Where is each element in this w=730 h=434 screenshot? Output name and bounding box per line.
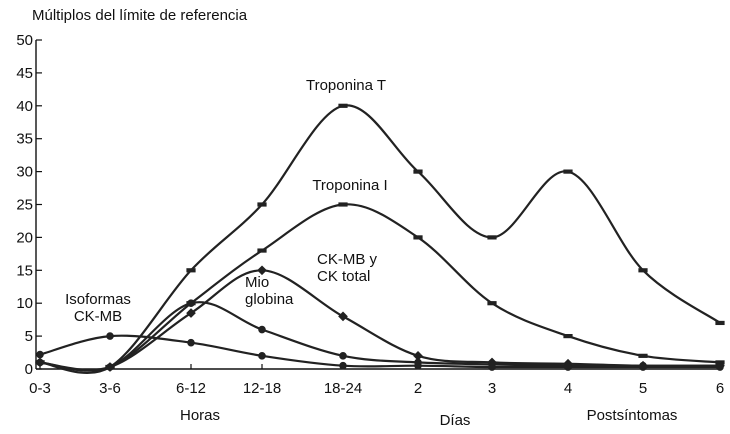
series-label-line: CK-MB <box>74 308 122 325</box>
x-group-label: Postsíntomas <box>587 407 678 424</box>
x-tick-label: 4 <box>564 380 572 397</box>
y-tick-label: 40 <box>16 98 33 115</box>
series-label-line: globina <box>245 291 294 308</box>
x-tick-label: 0-3 <box>29 380 51 397</box>
data-point-isoformas-ck-mb <box>564 363 572 371</box>
x-tick-label: 6 <box>716 380 724 397</box>
series-layer <box>35 103 725 374</box>
data-point-troponina-t <box>563 169 573 174</box>
series-label-isoformas-ck-mb: Isoformas CK-MB <box>65 291 131 325</box>
series-label-mioglobina: Mio globina <box>245 274 294 308</box>
data-point-troponina-t <box>186 268 196 273</box>
y-tick-label: 30 <box>16 164 33 181</box>
data-point-ck-mb-y-ck-total <box>186 308 196 318</box>
data-point-mioglobina <box>258 325 266 334</box>
series-line-troponina-t <box>38 104 722 374</box>
data-point-ck-mb-y-ck-total <box>338 311 348 322</box>
series-label-line: Mio <box>245 274 269 291</box>
y-tick-label: 50 <box>16 32 33 49</box>
data-point-isoformas-ck-mb <box>106 332 114 340</box>
y-tick-label: 20 <box>16 229 33 246</box>
data-point-isoformas-ck-mb <box>414 361 422 370</box>
data-point-ck-mb-y-ck-total <box>257 265 267 276</box>
data-point-troponina-t <box>413 169 423 174</box>
x-tick-label: 2 <box>414 380 422 397</box>
series-label-line: Troponina I <box>312 177 387 194</box>
data-point-isoformas-ck-mb <box>258 352 266 360</box>
series-label-line: Isoformas <box>65 291 131 308</box>
x-tick-label: 6-12 <box>176 380 206 397</box>
series-label-line: CK total <box>317 268 370 285</box>
y-tick-label: 15 <box>16 262 33 279</box>
series-line-troponina-i <box>38 203 722 372</box>
chart-title: Múltiplos del límite de referencia <box>32 7 248 24</box>
y-tick-label: 45 <box>16 65 33 82</box>
x-group-label: Días <box>440 412 471 429</box>
series-ck-mb-y-ck-total <box>35 265 725 372</box>
data-point-troponina-i <box>487 301 497 306</box>
y-tick-label: 5 <box>25 328 33 345</box>
data-point-isoformas-ck-mb <box>488 363 496 371</box>
data-point-troponina-t <box>638 268 648 273</box>
data-point-mioglobina <box>339 352 347 360</box>
x-tick-label: 3-6 <box>99 380 121 397</box>
data-point-isoformas-ck-mb <box>36 350 44 359</box>
data-point-troponina-i <box>563 334 573 339</box>
y-tick-label: 25 <box>16 197 33 214</box>
y-tick-label: 0 <box>25 361 33 378</box>
series-troponina-t <box>35 103 725 374</box>
data-point-isoformas-ck-mb <box>716 363 724 371</box>
data-point-troponina-i <box>638 353 648 358</box>
data-point-isoformas-ck-mb <box>639 363 647 371</box>
data-point-troponina-t <box>338 103 348 108</box>
y-tick-label: 35 <box>16 131 33 148</box>
series-mioglobina <box>36 299 724 372</box>
data-point-troponina-t <box>715 320 725 326</box>
x-tick-label: 3 <box>488 380 496 397</box>
x-group-label: Horas <box>180 407 220 424</box>
data-point-mioglobina <box>106 363 114 371</box>
series-label-line: CK-MB y <box>317 251 378 268</box>
data-point-mioglobina <box>187 299 195 308</box>
x-tick-label: 5 <box>639 380 647 397</box>
series-isoformas-ck-mb <box>36 332 724 371</box>
data-point-troponina-t <box>257 202 267 207</box>
x-tick-label: 18-24 <box>324 380 362 397</box>
data-point-isoformas-ck-mb <box>339 361 347 370</box>
series-line-ck-mb-y-ck-total <box>38 269 722 371</box>
data-point-troponina-i <box>413 235 423 240</box>
labels-layer: Troponina T Troponina I CK-MB y CK total Mio… <box>65 77 388 325</box>
data-point-troponina-i <box>257 248 267 253</box>
data-point-troponina-i <box>338 202 348 207</box>
series-label-line: Troponina T <box>306 77 386 94</box>
series-line-isoformas-ck-mb <box>38 334 722 369</box>
y-tick-label: 10 <box>16 295 33 312</box>
series-label-ck-mb-y-ck-total: CK-MB y CK total <box>317 251 378 285</box>
data-point-mioglobina <box>36 358 44 367</box>
series-label-troponina-t: Troponina T <box>306 77 386 94</box>
x-tick-label: 12-18 <box>243 380 281 397</box>
data-point-isoformas-ck-mb <box>187 338 195 347</box>
data-point-troponina-t <box>487 235 497 240</box>
series-label-troponina-i: Troponina I <box>312 177 387 194</box>
